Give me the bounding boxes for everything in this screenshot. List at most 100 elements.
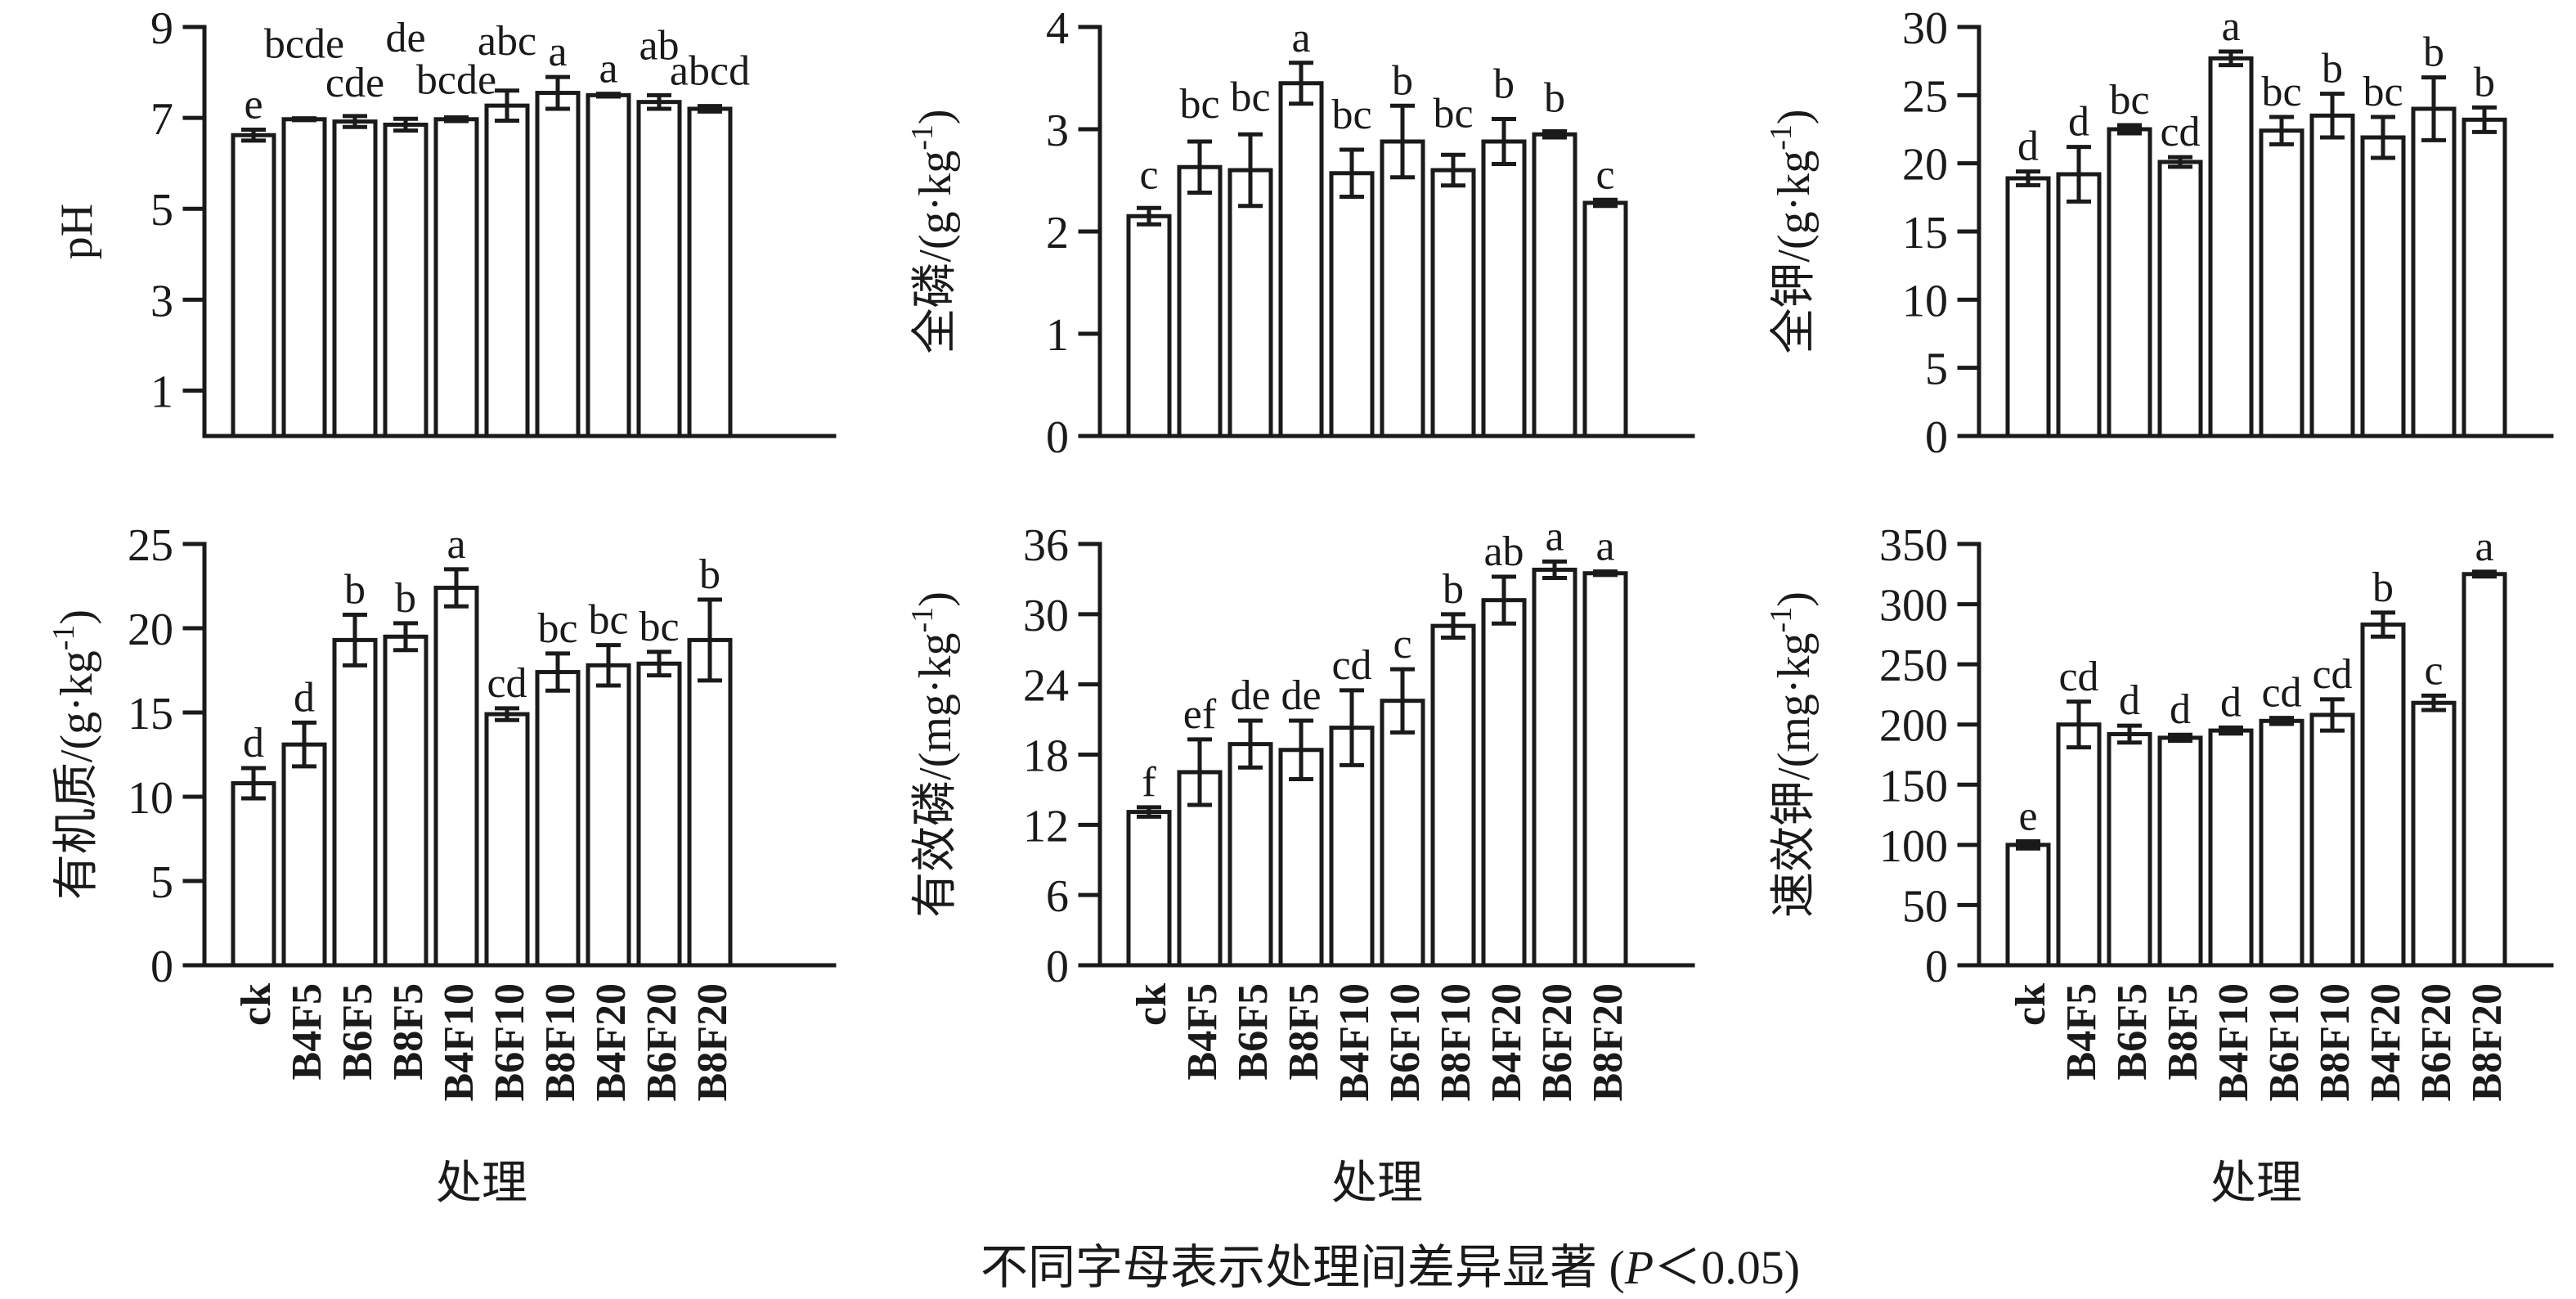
- sig-letter: ab: [1483, 528, 1524, 575]
- sig-letter: bc: [2261, 69, 2301, 115]
- sig-letter: f: [1142, 759, 1156, 806]
- bar-B6F10: [2259, 128, 2304, 438]
- bar-B6F10: [2259, 718, 2304, 968]
- y-tick-label: 10: [128, 773, 173, 824]
- bar-B6F5: [1227, 168, 1273, 438]
- y-tick-label: 5: [150, 185, 173, 236]
- y-axis-title: 有机质/(g·kg-1): [47, 609, 102, 900]
- x-tick-label: B8F10: [537, 983, 584, 1101]
- bar-B8F20: [1582, 200, 1628, 438]
- y-tick-label: 7: [150, 94, 173, 145]
- sig-letter: d: [2068, 99, 2089, 146]
- y-tick-label: 30: [1902, 3, 1948, 54]
- sig-letter: bc: [2109, 77, 2149, 124]
- sig-letter: bc: [1230, 74, 1270, 120]
- sig-letter: bcde: [264, 21, 344, 68]
- bar-B4F20: [2360, 623, 2406, 968]
- sig-letter: a: [1595, 524, 1614, 570]
- x-tick-label: B8F10: [2312, 983, 2358, 1101]
- sig-letter: cd: [2160, 109, 2200, 155]
- y-tick-label: 36: [1023, 520, 1069, 571]
- y-tick-label: 0: [1925, 942, 1948, 992]
- y-tick-label: 15: [128, 689, 173, 739]
- bar-B4F20: [1481, 598, 1527, 968]
- x-tick-label: B8F5: [385, 983, 432, 1080]
- sig-letter: a: [548, 29, 567, 75]
- x-tick-label: B8F20: [2464, 983, 2511, 1101]
- bar-B8F5: [383, 122, 429, 438]
- sig-letter: a: [447, 521, 465, 568]
- bar-B4F5: [2056, 172, 2102, 438]
- bar-B6F20: [2411, 700, 2457, 968]
- sig-letter: cd: [1331, 642, 1371, 689]
- y-tick-label: 10: [1902, 276, 1948, 326]
- bar-B8F20: [1582, 571, 1628, 968]
- sig-letter: b: [1443, 566, 1464, 613]
- bar-B6F20: [636, 661, 682, 968]
- bar-B4F10: [2208, 728, 2254, 968]
- bar-B4F10: [1329, 171, 1375, 438]
- sig-letter: d: [2119, 677, 2140, 724]
- y-tick-label: 0: [150, 942, 173, 992]
- x-tick-label: B6F5: [2109, 983, 2156, 1080]
- bar-B8F20: [2462, 572, 2507, 968]
- bar-B6F10: [1380, 699, 1425, 968]
- bar-B6F20: [636, 100, 682, 438]
- bar-B6F5: [1227, 742, 1273, 968]
- bar-ck: [1126, 810, 1172, 968]
- bar-B6F5: [2107, 731, 2152, 968]
- sig-letter: d: [2017, 124, 2039, 170]
- sig-letter: a: [1291, 15, 1310, 61]
- sig-letter: ab: [639, 22, 679, 69]
- y-tick-label: 100: [1879, 821, 1948, 872]
- bar-B8F10: [535, 670, 581, 968]
- y-tick-label: 24: [1023, 661, 1069, 712]
- sig-letter: abcd: [670, 48, 750, 95]
- chart-available-potassium: 050100150200250300350速效钾/(mg·kg-1)eckcdB…: [1764, 520, 2554, 1209]
- bar-B4F10: [2208, 56, 2254, 438]
- x-tick-label: B4F20: [1483, 983, 1530, 1101]
- y-axis-title: pH: [52, 204, 102, 259]
- sig-letter: b: [2474, 59, 2495, 106]
- bar-B8F10: [2309, 113, 2355, 438]
- sig-letter: cd: [487, 660, 527, 707]
- y-axis-title: 有效磷/(mg·kg-1): [905, 591, 961, 918]
- sig-letter: de: [385, 15, 425, 61]
- x-tick-label: B6F20: [639, 983, 685, 1101]
- bar-ck: [2005, 843, 2051, 968]
- sig-letter: d: [294, 674, 315, 721]
- x-tick-label: B4F10: [1331, 983, 1378, 1101]
- x-tick-label: B4F20: [588, 983, 635, 1101]
- bar-B6F5: [2107, 127, 2152, 438]
- bar-B4F20: [2360, 135, 2406, 438]
- chart-available-phosphorus: 0 6 12 18 24 30 36 有效磷/(mg·kg-1) f ck ef B4F5 de B6F5…: [905, 513, 1695, 1209]
- y-tick-label: 15: [1902, 208, 1948, 258]
- bar-B6F20: [1532, 132, 1577, 438]
- x-tick-label: B6F10: [487, 983, 533, 1101]
- y-tick-label: 300: [1879, 581, 1948, 632]
- sig-letter: c: [2424, 647, 2443, 694]
- bar-B8F10: [1430, 168, 1476, 438]
- sig-letter: cd: [2261, 670, 2301, 717]
- sig-letter: cd: [2058, 654, 2098, 700]
- y-tick-label: 350: [1879, 520, 1948, 571]
- bar-B4F5: [2056, 722, 2102, 968]
- caption-text-after: ＜0.05): [1654, 1241, 1801, 1294]
- bar-B6F5: [332, 637, 378, 968]
- y-tick-label: 3: [1046, 106, 1069, 156]
- sig-letter: a: [1545, 513, 1564, 560]
- sig-letter: d: [2220, 679, 2242, 726]
- x-tick-label: B6F10: [2261, 983, 2308, 1101]
- bar-B8F5: [2157, 735, 2203, 968]
- sig-letter: bc: [537, 605, 577, 652]
- x-tick-label: B4F10: [436, 983, 482, 1101]
- sig-letter: ef: [1183, 691, 1217, 738]
- bar-B8F5: [1278, 748, 1324, 968]
- bar-B4F10: [433, 117, 479, 438]
- sig-letter: b: [344, 567, 366, 614]
- bar-B8F5: [1278, 81, 1324, 438]
- sig-letter: e: [244, 82, 263, 128]
- sig-letter: abc: [478, 18, 536, 65]
- bar-B6F10: [484, 712, 530, 968]
